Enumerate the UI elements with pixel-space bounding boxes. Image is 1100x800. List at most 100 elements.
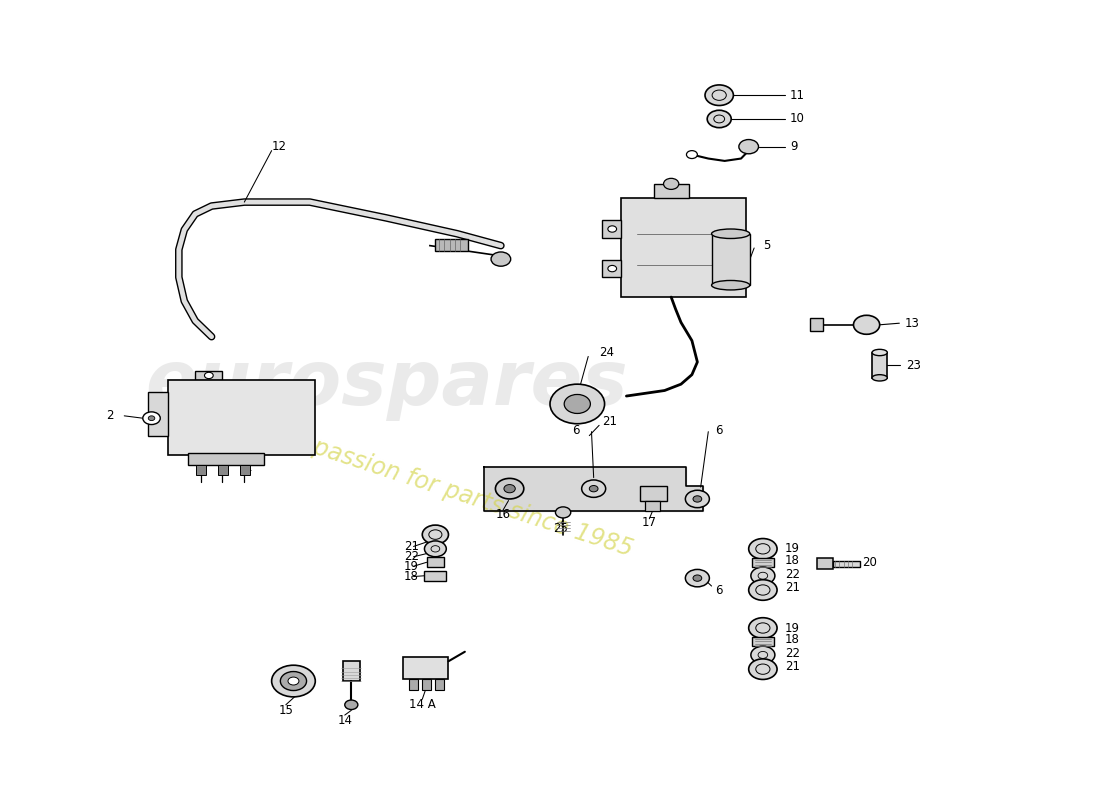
Circle shape	[344, 700, 358, 710]
Circle shape	[148, 416, 155, 421]
Circle shape	[143, 412, 161, 425]
Circle shape	[556, 507, 571, 518]
Circle shape	[693, 575, 702, 582]
Circle shape	[504, 485, 515, 493]
Text: 21: 21	[404, 540, 419, 553]
Text: 10: 10	[790, 113, 805, 126]
Circle shape	[550, 384, 605, 424]
Circle shape	[739, 139, 759, 154]
Circle shape	[590, 486, 598, 492]
Text: a passion for parts since 1985: a passion for parts since 1985	[289, 429, 636, 562]
Circle shape	[749, 659, 777, 679]
Circle shape	[749, 618, 777, 638]
Circle shape	[608, 226, 617, 232]
Text: 15: 15	[278, 704, 294, 717]
Text: 19: 19	[404, 560, 419, 573]
Bar	[752, 558, 773, 567]
Circle shape	[582, 480, 606, 498]
Bar	[752, 637, 773, 646]
Text: 12: 12	[272, 140, 287, 153]
Bar	[342, 662, 360, 681]
Text: 21: 21	[603, 415, 617, 428]
Text: 17: 17	[641, 516, 657, 530]
Circle shape	[288, 677, 299, 685]
Text: 19: 19	[784, 622, 800, 634]
Bar	[196, 465, 206, 475]
Circle shape	[495, 478, 524, 499]
Text: 21: 21	[784, 660, 800, 674]
Ellipse shape	[872, 350, 888, 356]
Bar	[639, 486, 667, 502]
Circle shape	[686, 150, 697, 158]
Bar	[603, 260, 622, 278]
Bar	[148, 392, 168, 436]
Bar	[603, 220, 622, 238]
Circle shape	[564, 394, 591, 414]
Text: 11: 11	[790, 89, 805, 102]
Bar	[240, 465, 250, 475]
Text: 14: 14	[338, 714, 352, 727]
Bar	[653, 184, 689, 198]
Text: 9: 9	[790, 140, 798, 153]
Text: 22: 22	[404, 550, 419, 563]
Bar	[422, 678, 431, 690]
Bar	[872, 353, 888, 378]
Bar	[712, 234, 750, 286]
Bar	[645, 502, 660, 511]
Circle shape	[280, 671, 307, 690]
Text: 22: 22	[784, 568, 800, 581]
Bar	[403, 657, 449, 678]
Text: 6: 6	[572, 423, 580, 437]
Bar	[425, 571, 447, 581]
Text: 14 A: 14 A	[409, 698, 436, 711]
Bar	[436, 678, 444, 690]
Bar	[409, 678, 418, 690]
Ellipse shape	[712, 281, 750, 290]
Ellipse shape	[712, 229, 750, 238]
Text: 18: 18	[784, 554, 800, 567]
Circle shape	[705, 85, 734, 106]
Circle shape	[663, 178, 679, 190]
Text: 20: 20	[862, 556, 877, 569]
Text: 1: 1	[244, 461, 252, 474]
Circle shape	[685, 490, 710, 508]
Bar	[436, 238, 469, 251]
Text: 25: 25	[553, 522, 569, 534]
Bar	[168, 380, 316, 455]
Bar	[427, 557, 444, 567]
Circle shape	[854, 315, 880, 334]
Text: 18: 18	[404, 570, 419, 583]
Circle shape	[205, 372, 213, 378]
Polygon shape	[484, 467, 703, 511]
Text: 13: 13	[905, 317, 920, 330]
Text: eurospares: eurospares	[145, 347, 628, 421]
Circle shape	[608, 266, 617, 272]
Circle shape	[707, 110, 732, 128]
Circle shape	[749, 580, 777, 600]
Bar	[817, 558, 833, 570]
Bar	[195, 370, 222, 380]
Text: 6: 6	[715, 583, 723, 597]
Text: 22: 22	[784, 647, 800, 660]
Text: 21: 21	[784, 581, 800, 594]
Text: 19: 19	[784, 542, 800, 555]
Circle shape	[749, 538, 777, 559]
Bar	[188, 453, 264, 465]
Circle shape	[422, 525, 449, 544]
Bar	[218, 465, 228, 475]
Bar	[810, 318, 823, 331]
Text: 16: 16	[496, 508, 510, 522]
Circle shape	[751, 646, 774, 664]
Circle shape	[693, 496, 702, 502]
Text: 5: 5	[763, 239, 770, 252]
Circle shape	[751, 567, 774, 585]
Text: 18: 18	[784, 634, 800, 646]
Circle shape	[491, 252, 510, 266]
Ellipse shape	[872, 374, 888, 381]
Circle shape	[685, 570, 710, 587]
Bar	[621, 198, 747, 297]
Text: 24: 24	[600, 346, 614, 359]
Circle shape	[425, 541, 447, 557]
Text: 23: 23	[906, 358, 921, 372]
Text: 2: 2	[106, 410, 113, 422]
